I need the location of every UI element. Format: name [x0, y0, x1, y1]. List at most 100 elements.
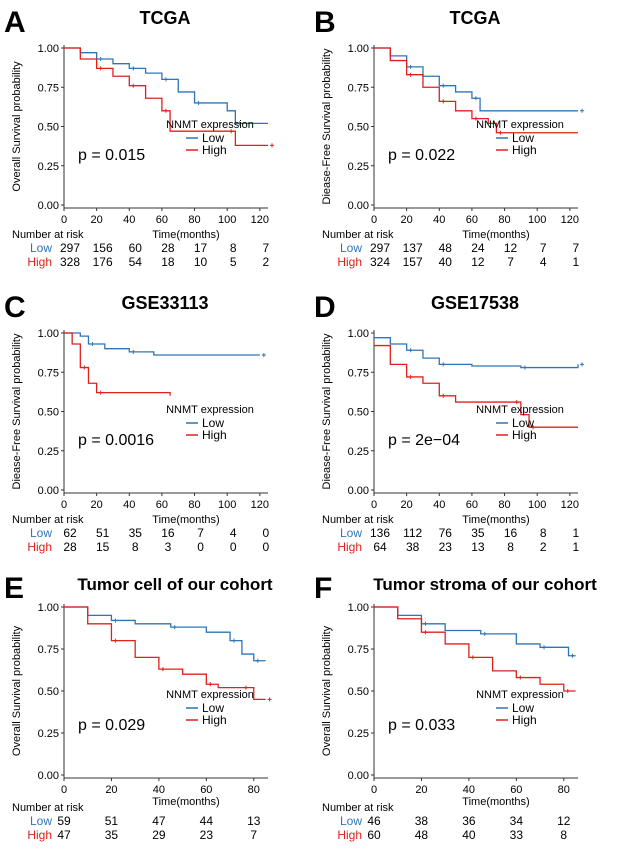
- risk-count: 1: [572, 255, 579, 269]
- censor-mark: [473, 116, 478, 121]
- censor-mark: [408, 64, 413, 69]
- panel-title: TCGA: [140, 8, 191, 28]
- x-tick-label: 120: [561, 499, 579, 511]
- p-value: p = 0.022: [388, 147, 455, 164]
- legend-title: NNMT expression: [476, 404, 564, 416]
- panel-f: F Tumor stroma of our cohort Overall Survi…: [310, 566, 617, 856]
- panel-title: Tumor stroma of our cohort: [373, 575, 597, 594]
- y-tick-label: 0.00: [348, 485, 369, 497]
- y-tick-label: 0.75: [348, 82, 369, 94]
- panel-title: GSE33113: [121, 293, 208, 313]
- y-tick-label: 0.75: [348, 644, 369, 656]
- risk-count: 137: [403, 241, 423, 255]
- p-value: p = 0.029: [78, 717, 145, 734]
- y-axis-label: Diease-Free Survival probability: [321, 333, 333, 489]
- x-tick-label: 20: [91, 499, 103, 511]
- censor-mark: [423, 630, 428, 635]
- legend-label-high: High: [512, 713, 537, 727]
- risk-count: 8: [560, 828, 567, 842]
- risk-count: 51: [96, 526, 110, 540]
- censor-mark: [514, 400, 519, 405]
- censor-mark: [131, 83, 136, 88]
- y-tick-label: 0.25: [348, 161, 369, 173]
- survival-curve-low: [64, 332, 260, 356]
- panel-d: D GSE17538 Diease-Free Survival probabilit…: [310, 285, 617, 575]
- risk-count: 35: [471, 526, 485, 540]
- censor-mark: [270, 143, 274, 148]
- x-tick-label: 80: [188, 214, 200, 226]
- survival-curve-low: [374, 47, 578, 112]
- legend-label-high: High: [202, 713, 227, 727]
- risk-count: 328: [60, 255, 80, 269]
- y-tick-label: 0.00: [348, 200, 369, 212]
- censor-mark: [232, 638, 237, 643]
- x-tick-label: 100: [218, 214, 236, 226]
- risk-count: 40: [439, 255, 453, 269]
- censor-mark: [98, 66, 103, 71]
- risk-row-label-low: Low: [340, 241, 362, 255]
- legend-title: NNMT expression: [166, 689, 254, 701]
- x-tick-label: 80: [188, 499, 200, 511]
- censor-mark: [98, 390, 103, 395]
- risk-count: 324: [370, 255, 390, 269]
- risk-row-label-high: High: [337, 540, 362, 554]
- risk-count: 34: [510, 814, 524, 828]
- risk-count: 297: [60, 241, 80, 255]
- censor-mark: [441, 362, 446, 367]
- censor-mark: [172, 625, 177, 630]
- survival-curve-high: [64, 47, 268, 146]
- risk-count: 60: [367, 828, 381, 842]
- risk-count: 15: [96, 540, 110, 554]
- risk-row-label-high: High: [27, 540, 52, 554]
- censor-mark: [580, 108, 584, 113]
- y-tick-label: 0.00: [38, 200, 59, 212]
- risk-count: 54: [129, 255, 143, 269]
- x-tick-label: 120: [561, 214, 579, 226]
- survival-curve-high: [64, 606, 266, 701]
- y-tick-label: 0.00: [38, 485, 59, 497]
- risk-count: 0: [262, 540, 269, 554]
- x-tick-label: 40: [123, 214, 135, 226]
- x-axis-label: Time(months): [462, 796, 529, 808]
- risk-count: 0: [230, 540, 237, 554]
- risk-count: 46: [367, 814, 381, 828]
- x-tick-label: 40: [463, 784, 475, 796]
- risk-count: 40: [462, 828, 476, 842]
- x-tick-label: 80: [558, 784, 570, 796]
- x-tick-label: 120: [251, 214, 269, 226]
- risk-count: 12: [471, 255, 485, 269]
- risk-row-label-low: Low: [30, 526, 52, 540]
- risk-count: 38: [415, 814, 429, 828]
- censor-mark: [229, 129, 234, 134]
- x-axis-label: Time(months): [462, 514, 529, 526]
- risk-count: 176: [93, 255, 113, 269]
- censor-mark: [580, 362, 584, 367]
- survival-curve-low: [374, 606, 576, 657]
- risk-table-title: Number at risk: [12, 514, 84, 526]
- risk-count: 35: [129, 526, 143, 540]
- panel-b: B TCGA Diease-Free Survival probability 0.0…: [310, 0, 617, 290]
- x-tick-label: 40: [153, 784, 165, 796]
- y-tick-label: 0.50: [38, 407, 59, 419]
- legend-label-high: High: [512, 143, 537, 157]
- censor-mark: [542, 645, 547, 650]
- panel-letter: F: [314, 572, 332, 605]
- risk-count: 157: [403, 255, 423, 269]
- risk-count: 7: [572, 241, 579, 255]
- x-tick-label: 20: [401, 499, 413, 511]
- y-tick-label: 0.00: [348, 770, 369, 782]
- risk-count: 47: [57, 828, 71, 842]
- x-tick-label: 120: [251, 499, 269, 511]
- risk-count: 5: [230, 255, 237, 269]
- censor-mark: [470, 655, 475, 660]
- x-axis-label: Time(months): [462, 229, 529, 241]
- y-tick-label: 0.00: [38, 770, 59, 782]
- risk-row-label-low: Low: [340, 526, 362, 540]
- x-tick-label: 0: [61, 214, 67, 226]
- risk-count: 13: [247, 814, 261, 828]
- censor-mark: [243, 685, 248, 690]
- censor-mark: [423, 621, 428, 626]
- risk-count: 35: [105, 828, 119, 842]
- censor-mark: [408, 374, 413, 379]
- y-axis-label: Diease-Free Survival probability: [11, 333, 23, 489]
